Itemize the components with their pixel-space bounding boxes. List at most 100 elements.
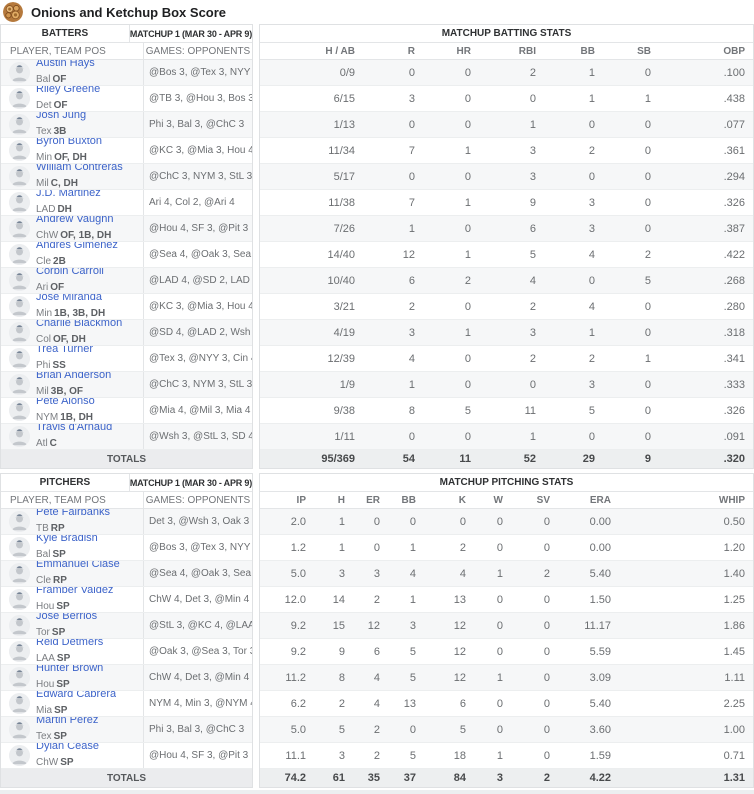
stat-rbi: 3 (529, 144, 536, 157)
player-name-link[interactable]: Trea Turner (36, 346, 94, 356)
stat-column-header: OBP (723, 46, 745, 57)
player-headshot[interactable] (9, 140, 30, 161)
stat-h: 3 (338, 567, 345, 580)
player-headshot[interactable] (9, 400, 30, 421)
stat-column-header: HR (456, 46, 471, 57)
stat-bb: 0 (409, 723, 416, 736)
player-name-link[interactable]: Josh Jung (36, 112, 87, 122)
games-opponents: @TB 3, @Hou 3, Bos 3 (149, 93, 252, 104)
player-headshot[interactable] (9, 192, 30, 213)
player-name-link[interactable]: Reid Detmers (36, 639, 104, 649)
player-headshot[interactable] (9, 615, 30, 636)
stat-hr: 1 (464, 326, 471, 339)
player-name-link[interactable]: Andres Gimenez (36, 242, 118, 252)
pitcher-stats-row: 9.2 9 6 5 12 0 0 5.59 1.45 (260, 639, 753, 665)
player-name-link[interactable]: Charlie Blackmon (36, 320, 123, 330)
team-logo[interactable] (3, 2, 23, 22)
stat-whip: 1.11 (724, 671, 745, 684)
player-info: Kyle Bradish Bal SP (36, 535, 98, 560)
player-headshot[interactable] (9, 537, 30, 558)
player-headshot[interactable] (9, 693, 30, 714)
stat-rbi: 4 (529, 274, 536, 287)
stat-r: 8 (408, 404, 415, 417)
player-name-link[interactable]: Corbin Carroll (36, 268, 104, 278)
stat-w: 0 (496, 645, 503, 658)
player-headshot[interactable] (9, 426, 30, 447)
player-name-link[interactable]: Jose Berrios (36, 613, 98, 623)
player-headshot[interactable] (9, 270, 30, 291)
stat-sb: 1 (644, 352, 651, 365)
player-name-link[interactable]: Riley Greene (36, 86, 101, 96)
player-team: Mil (36, 385, 49, 397)
player-headshot[interactable] (9, 88, 30, 109)
pitcher-player-cell: Emmanuel Clase Cle RP (1, 561, 144, 586)
pitching-totals-row: 74.2 61 35 37 84 3 2 4.22 1.31 (260, 769, 753, 787)
player-name-link[interactable]: Kyle Bradish (36, 535, 98, 545)
player-position: SP (60, 756, 74, 768)
pitcher-player-cell: Kyle Bradish Bal SP (1, 535, 144, 560)
player-headshot[interactable] (9, 296, 30, 317)
stat-r: 3 (408, 92, 415, 105)
player-headshot[interactable] (9, 589, 30, 610)
stat-ip: 2.0 (290, 515, 306, 528)
player-headshot[interactable] (9, 114, 30, 135)
player-headshot[interactable] (9, 511, 30, 532)
player-headshot[interactable] (9, 348, 30, 369)
stat-h-ab: 11/38 (328, 196, 355, 209)
player-headshot[interactable] (9, 374, 30, 395)
stat-bb: 3 (588, 222, 595, 235)
stat-ip: 5.0 (290, 723, 306, 736)
stat-h-ab: 3/21 (333, 300, 355, 313)
player-name-link[interactable]: Emmanuel Clase (36, 561, 120, 571)
player-name-link[interactable]: William Contreras (36, 164, 123, 174)
player-name-link[interactable]: Pete Alonso (36, 398, 95, 408)
player-team-pos: Tor SP (36, 627, 65, 638)
stat-bb: 2 (588, 144, 595, 157)
stat-h-ab: 12/39 (327, 352, 355, 365)
player-name-link[interactable]: Austin Hays (36, 60, 95, 70)
totals-stat-value: 3 (496, 772, 503, 784)
player-name-link[interactable]: Brian Anderson (36, 372, 112, 382)
player-headshot[interactable] (9, 166, 30, 187)
games-opponents: @ChC 3, NYM 3, StL 3 (149, 171, 252, 182)
stat-rbi: 6 (529, 222, 536, 235)
player-name-link[interactable]: Martin Perez (36, 717, 99, 727)
stat-rbi: 2 (529, 66, 536, 79)
player-name-link[interactable]: Dylan Cease (36, 743, 99, 753)
stat-h-ab: 5/17 (333, 170, 355, 183)
pitcher-stats-row: 2.0 1 0 0 0 0 0 0.00 0.50 (260, 509, 753, 535)
player-headshot[interactable] (9, 62, 30, 83)
player-name-link[interactable]: Andrew Vaughn (36, 216, 114, 226)
player-headshot[interactable] (9, 719, 30, 740)
player-name-link[interactable]: Edward Cabrera (36, 691, 117, 701)
player-headshot[interactable] (9, 745, 30, 766)
stat-h: 3 (338, 749, 345, 762)
player-name-link[interactable]: Travis d'Arnaud (36, 424, 113, 434)
player-headshot[interactable] (9, 667, 30, 688)
player-name-link[interactable]: Framber Valdez (36, 587, 114, 597)
player-name-link[interactable]: Jose Miranda (36, 294, 103, 304)
stat-w: 0 (496, 541, 503, 554)
player-team-pos: Ari OF (36, 282, 64, 293)
stat-hr: 0 (464, 118, 471, 131)
stat-h-ab: 14/40 (327, 248, 355, 261)
player-name-link[interactable]: Pete Fairbanks (36, 509, 110, 519)
player-headshot[interactable] (9, 641, 30, 662)
pitcher-row: Hunter Brown Hou SP ChW 4, Det 3, @Min 4 (1, 665, 252, 691)
stat-er: 0 (373, 541, 380, 554)
player-headshot[interactable] (9, 218, 30, 239)
player-name-link[interactable]: Hunter Brown (36, 665, 104, 675)
player-team-pos-header: PLAYER, TEAM POS (10, 494, 106, 506)
stat-ip: 12.0 (284, 593, 306, 606)
player-headshot[interactable] (9, 563, 30, 584)
player-name-link[interactable]: J.D. Martinez (36, 190, 101, 200)
player-headshot[interactable] (9, 244, 30, 265)
person-icon (9, 641, 30, 662)
batter-stats-row: 7/26 1 0 6 3 0 .387 (260, 216, 753, 242)
player-headshot[interactable] (9, 322, 30, 343)
stat-hr: 0 (464, 66, 471, 79)
player-position: SP (52, 548, 66, 560)
games-opponents: Det 3, @Wsh 3, Oak 3 (149, 516, 250, 527)
player-name-link[interactable]: Byron Buxton (36, 138, 103, 148)
page-header: Onions and Ketchup Box Score (0, 0, 754, 24)
